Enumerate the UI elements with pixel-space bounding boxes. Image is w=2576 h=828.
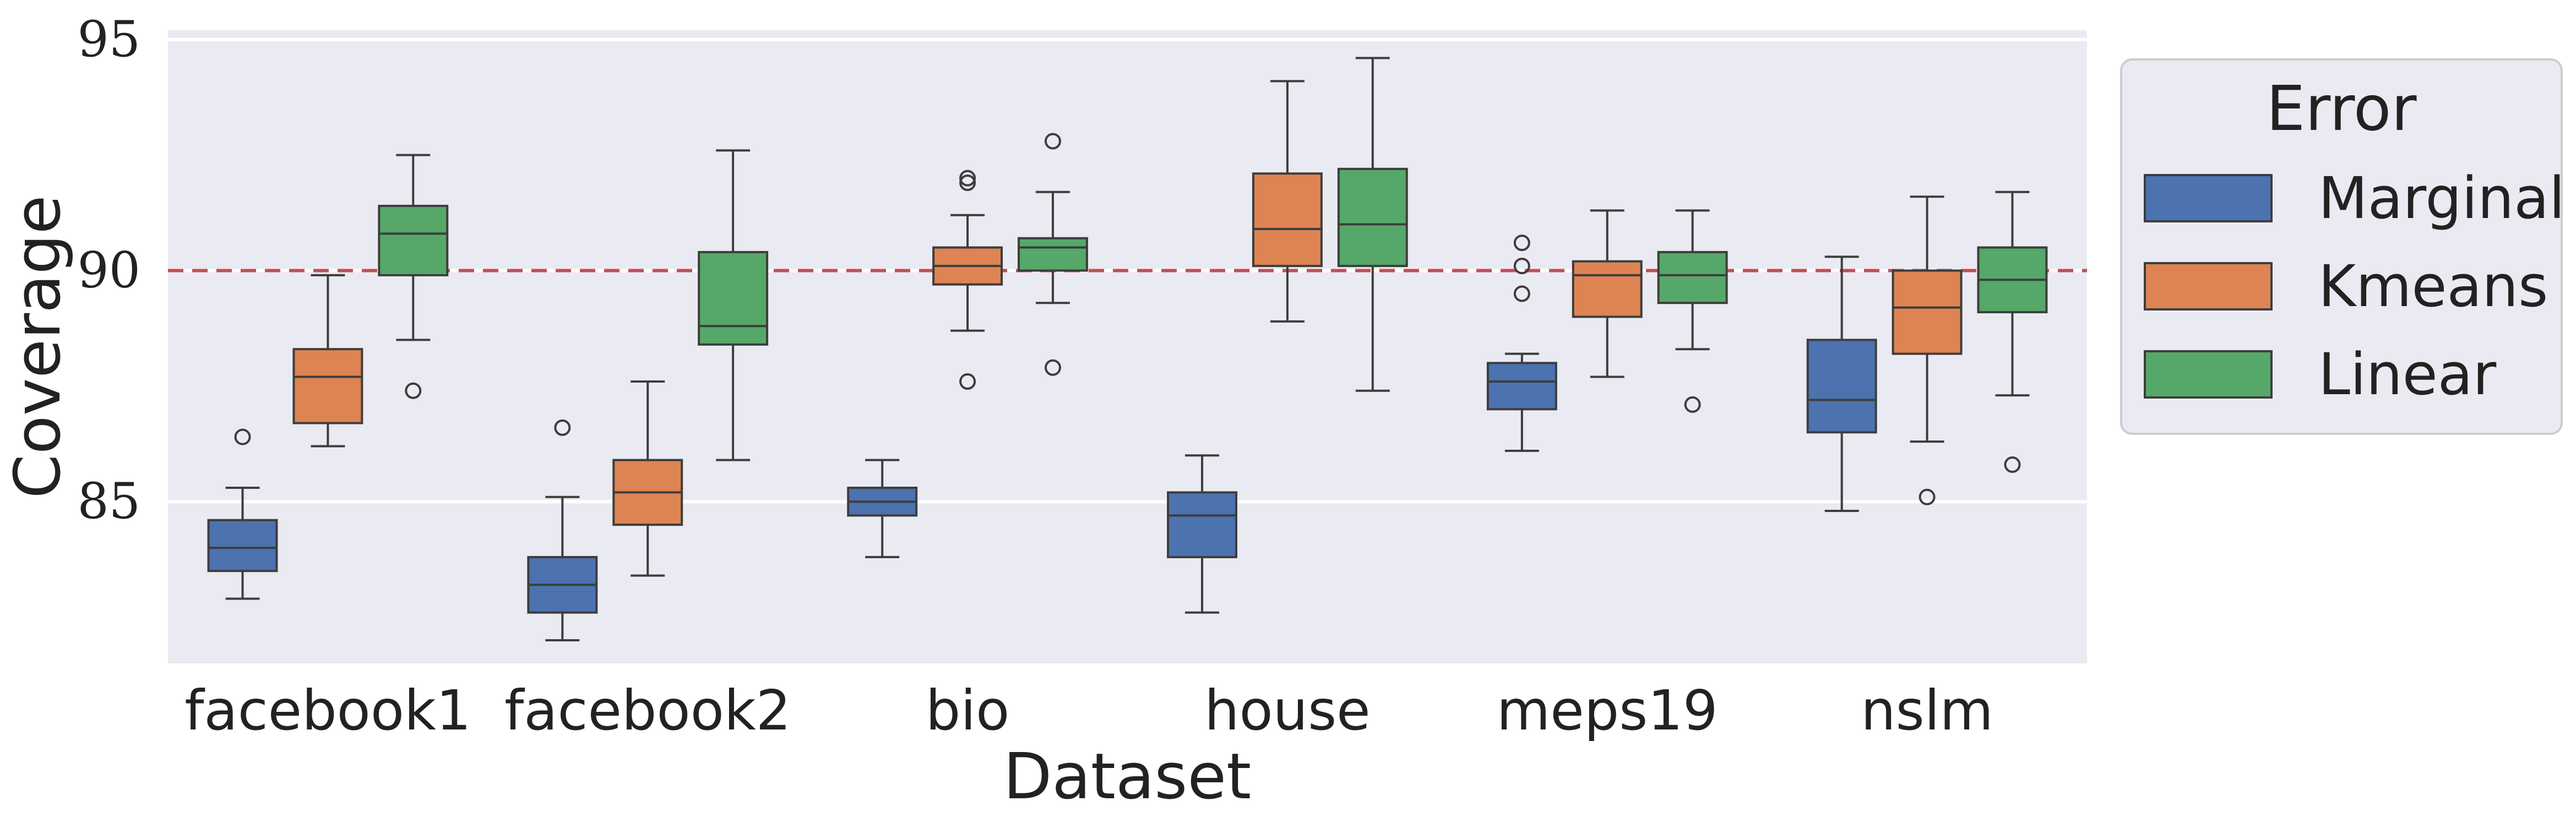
box-meps19-marginal: [1486, 235, 1557, 452]
box-iqr: [1167, 491, 1237, 558]
boxes-layer: [207, 57, 2048, 642]
box-facebook1-linear: [378, 154, 449, 399]
box-house-marginal: [1167, 454, 1237, 614]
box-facebook1-kmeans: [292, 274, 363, 448]
x-tick-label: bio: [926, 678, 1009, 743]
box-meps19-linear: [1657, 209, 1728, 413]
box-meps19-kmeans: [1572, 209, 1643, 378]
box-bio-linear: [1018, 133, 1088, 376]
x-tick-label: facebook1: [184, 678, 471, 743]
legend-label-linear: Linear: [2318, 341, 2496, 408]
box-facebook2-marginal: [527, 419, 598, 642]
box-iqr: [1486, 362, 1557, 411]
legend-frame: [2120, 58, 2563, 435]
flier-point: [554, 419, 571, 436]
legend-items: Marginal Kmeans Linear: [2144, 165, 2565, 408]
box-iqr: [1572, 260, 1643, 318]
x-tick-labels: facebook1 facebook2 bio house meps19 nslm: [184, 678, 1993, 743]
box-facebook2-kmeans: [612, 380, 683, 577]
y-tick-label: 85: [77, 472, 140, 530]
box-iqr: [1892, 269, 1963, 355]
box-iqr: [1806, 339, 1877, 434]
y-tick-label: 90: [77, 241, 140, 299]
x-tick-label: house: [1204, 678, 1371, 743]
box-iqr: [1337, 167, 1408, 268]
flier-point: [1684, 396, 1701, 413]
flier-point: [234, 428, 251, 445]
box-iqr: [292, 348, 363, 424]
flier-point: [1513, 285, 1530, 302]
box-bio-kmeans: [932, 170, 1003, 390]
plot-background: [168, 30, 2087, 663]
legend-label-kmeans: Kmeans: [2318, 253, 2548, 320]
box-iqr: [207, 519, 278, 573]
y-tick-label: 95: [77, 10, 140, 68]
x-tick-label: meps19: [1497, 678, 1718, 743]
box-facebook1-marginal: [207, 428, 278, 600]
flier-point: [1513, 235, 1530, 252]
flier-point: [959, 373, 976, 390]
legend-label-marginal: Marginal: [2318, 165, 2565, 232]
legend: Error Marginal Kmeans Linear: [2120, 58, 2565, 435]
box-iqr: [698, 250, 769, 346]
flier-point: [959, 175, 976, 192]
box-nslm-marginal: [1806, 255, 1877, 512]
box-nslm-linear: [1977, 190, 2048, 473]
box-iqr: [1018, 237, 1088, 272]
box-house-kmeans: [1252, 80, 1323, 323]
x-axis-label: Dataset: [1003, 740, 1251, 814]
y-tick-labels: 85 90 95: [77, 10, 140, 530]
flier-point: [405, 382, 422, 399]
box-house-linear: [1337, 57, 1408, 392]
box-bio-marginal: [847, 459, 918, 558]
flier-point: [959, 170, 976, 187]
flier-point: [1513, 258, 1530, 275]
legend-swatch-kmeans: [2144, 262, 2273, 310]
box-facebook2-linear: [698, 149, 769, 461]
flier-point: [1044, 133, 1061, 150]
x-tick-label: facebook2: [504, 678, 791, 743]
flier-point: [1919, 488, 1936, 505]
flier-point: [1044, 359, 1061, 376]
legend-title: Error: [2267, 73, 2417, 145]
box-nslm-kmeans: [1892, 195, 1963, 505]
legend-swatch-linear: [2144, 350, 2273, 399]
legend-swatch-marginal: [2144, 174, 2273, 222]
x-tick-label: nslm: [1861, 678, 1993, 743]
box-iqr: [1252, 172, 1323, 268]
box-iqr: [378, 204, 449, 276]
flier-point: [2004, 456, 2021, 473]
box-iqr: [1657, 250, 1728, 304]
y-axis-label: Coverage: [1, 195, 75, 499]
